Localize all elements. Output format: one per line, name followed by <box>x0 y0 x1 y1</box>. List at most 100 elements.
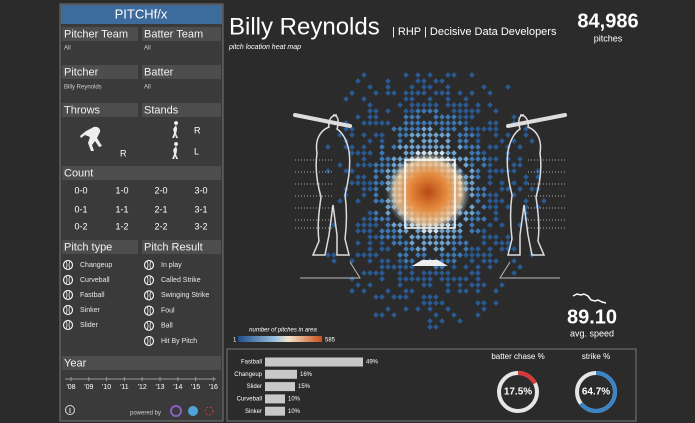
count-option[interactable]: 1-2 <box>115 221 128 231</box>
heat-cell <box>487 246 493 252</box>
filter-option[interactable]: Foul <box>161 307 175 314</box>
heat-cell <box>385 78 391 84</box>
heat-cell <box>481 306 487 312</box>
filter-option[interactable]: Curveball <box>80 277 110 284</box>
count-option[interactable]: 1-1 <box>115 204 128 214</box>
heat-cell <box>433 138 439 144</box>
batter-silhouette <box>506 114 546 256</box>
filter-option[interactable]: Slider <box>80 322 99 329</box>
heat-cell <box>343 168 349 174</box>
count-option[interactable]: 3-1 <box>194 204 207 214</box>
year-label[interactable]: '11 <box>120 384 129 391</box>
count-option[interactable]: 0-0 <box>74 185 87 195</box>
filter-option[interactable]: Sinker <box>80 307 101 314</box>
heat-cell <box>487 234 493 240</box>
bar <box>265 394 285 404</box>
heat-cell <box>475 138 481 144</box>
section-label: Batter Team <box>144 28 203 40</box>
count-option[interactable]: 2-2 <box>154 221 167 231</box>
filter-option[interactable]: Fastball <box>80 292 105 299</box>
heat-cell <box>367 210 373 216</box>
heat-cell <box>457 120 463 126</box>
heat-cell <box>427 72 433 78</box>
heat-cell <box>379 294 385 300</box>
heat-cell <box>379 162 385 168</box>
heat-cell <box>409 108 415 114</box>
pitch-total-label: pitches <box>594 33 623 43</box>
stands-option[interactable]: L <box>194 146 199 156</box>
heat-cell <box>421 138 427 144</box>
heat-cell <box>379 246 385 252</box>
heat-cell <box>421 126 427 132</box>
heatmap <box>325 72 547 330</box>
year-label[interactable]: '16 <box>209 384 218 391</box>
filter-option[interactable]: Swinging Strike <box>161 292 209 299</box>
heat-cell <box>409 144 415 150</box>
heat-cell <box>457 288 463 294</box>
heat-cell <box>379 276 385 282</box>
heat-cell <box>367 246 373 252</box>
heat-cell <box>457 138 463 144</box>
heat-cell <box>361 192 367 198</box>
heat-cell <box>379 258 385 264</box>
count-option[interactable]: 2-1 <box>154 204 167 214</box>
year-label[interactable]: '08 <box>66 384 75 391</box>
heat-cell <box>379 168 385 174</box>
heat-cell <box>403 240 409 246</box>
filter-option[interactable]: Called Strike <box>161 277 201 284</box>
stands-option[interactable]: R <box>194 125 201 135</box>
count-option[interactable]: 3-0 <box>194 185 207 195</box>
heat-cell <box>373 186 379 192</box>
heat-cell <box>499 138 505 144</box>
info-icon[interactable] <box>65 405 75 415</box>
gauge-title: strike % <box>582 352 610 361</box>
filter-option[interactable]: In play <box>161 262 182 269</box>
ball-icon <box>62 274 74 286</box>
count-option[interactable]: 0-1 <box>74 204 87 214</box>
year-label[interactable]: '09 <box>84 384 93 391</box>
heat-cell <box>403 288 409 294</box>
year-label[interactable]: '10 <box>102 384 111 391</box>
heat-cell <box>379 180 385 186</box>
filter-option[interactable]: Changeup <box>80 262 112 269</box>
filter-option[interactable]: Ball <box>161 323 173 330</box>
heat-cell <box>451 72 457 78</box>
count-option[interactable]: 1-0 <box>115 185 128 195</box>
heat-cell <box>493 168 499 174</box>
bar-value-label: 10% <box>288 409 301 415</box>
heat-cell <box>361 186 367 192</box>
heat-cell <box>481 126 487 132</box>
heat-cell <box>451 264 457 270</box>
heat-cell <box>475 288 481 294</box>
year-label[interactable]: '13 <box>155 384 164 391</box>
filter-option[interactable]: Hit By Pitch <box>161 338 197 345</box>
count-option[interactable]: 3-2 <box>194 221 207 231</box>
heat-cell <box>397 144 403 150</box>
heat-cell <box>409 126 415 132</box>
heat-cell <box>511 180 517 186</box>
year-label[interactable]: '12 <box>138 384 147 391</box>
heat-cell <box>451 108 457 114</box>
year-label[interactable]: '14 <box>173 384 182 391</box>
ball-seam <box>146 336 152 346</box>
heat-cell <box>421 276 427 282</box>
bar-label: Changeup <box>234 372 262 378</box>
heat-cell <box>361 162 367 168</box>
bat <box>506 113 567 128</box>
heat-cell <box>379 198 385 204</box>
heat-cell <box>469 114 475 120</box>
heat-cell <box>403 276 409 282</box>
heat-cell <box>415 108 421 114</box>
year-label[interactable]: '15 <box>191 384 200 391</box>
heat-cell <box>487 144 493 150</box>
heat-cell <box>529 138 535 144</box>
heat-cell <box>385 162 391 168</box>
heat-cell <box>445 270 451 276</box>
count-option[interactable]: 0-2 <box>74 221 87 231</box>
count-option[interactable]: 2-0 <box>154 185 167 195</box>
heat-cell <box>373 168 379 174</box>
heat-cell <box>475 198 481 204</box>
heat-cell <box>487 90 493 96</box>
legend-max: 585 <box>325 338 336 344</box>
heat-cell <box>475 276 481 282</box>
